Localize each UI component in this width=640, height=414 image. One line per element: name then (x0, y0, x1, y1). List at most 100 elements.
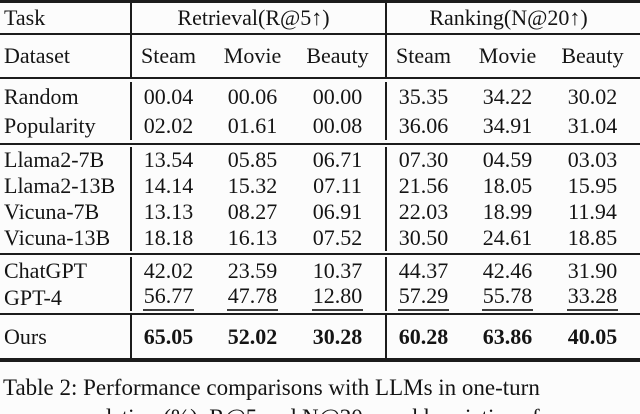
value-cell: 04.59 (482, 147, 533, 172)
value-cell: 44.37 (385, 257, 470, 284)
value-cell: 31.90 (567, 257, 618, 283)
value-cell: 07.30 (385, 147, 470, 173)
value-cell: 13.13 (130, 199, 215, 225)
value-cell: 07.52 (312, 225, 363, 250)
value-cell: 01.61 (227, 112, 278, 138)
value-cell: 55.78 (470, 284, 555, 311)
table-caption: Table 2: Performance comparisons with LL… (3, 373, 637, 414)
table-row-llama2-7b: Llama2-7B 13.54 05.85 06.71 07.30 04.59 … (0, 147, 640, 173)
value-cell: 35.35 (385, 82, 470, 111)
value-cell: 10.37 (312, 257, 363, 283)
value-cell: 18.05 (482, 173, 533, 198)
section-rule (0, 143, 640, 145)
dataset-header-label: Dataset (4, 43, 70, 68)
table-row-vicuna-13b: Vicuna-13B 18.18 16.13 07.52 30.50 24.61… (0, 225, 640, 251)
value-cell: 13.54 (130, 147, 215, 173)
baseline-group: Random 00.04 00.06 00.00 35.35 34.22 30.… (0, 79, 640, 143)
row-label: Llama2-13B (4, 173, 116, 198)
value-cell: 12.80 (300, 284, 385, 311)
value-cell: 34.91 (482, 112, 533, 138)
value-cell: 15.95 (567, 173, 618, 198)
section-rule (0, 253, 640, 255)
row-label: Vicuna-7B (4, 199, 100, 224)
row-label: Popularity (4, 112, 96, 138)
value-cell: 30.02 (567, 83, 618, 109)
value-cell: 18.85 (567, 225, 618, 250)
column-header-steam-ranking: Steam (385, 35, 470, 77)
underlined-value: 55.78 (481, 284, 534, 311)
section-rule (0, 77, 640, 79)
value-cell: 22.03 (385, 199, 470, 225)
column-header-steam-retrieval: Steam (130, 35, 215, 77)
value-cell: 40.05 (567, 323, 618, 349)
value-cell: 11.94 (568, 199, 617, 224)
value-cell: 52.02 (227, 323, 278, 349)
column-header-beauty-retrieval: Beauty (306, 43, 369, 68)
value-cell: 18.18 (130, 225, 215, 251)
value-cell: 56.77 (130, 284, 215, 311)
open-llm-group: Llama2-7B 13.54 05.85 06.71 07.30 04.59 … (0, 145, 640, 253)
value-cell: 24.61 (482, 225, 533, 250)
underlined-value: 47.78 (226, 284, 279, 311)
value-cell: 42.46 (482, 257, 533, 283)
value-cell: 31.04 (567, 112, 618, 138)
table-top-rule (0, 0, 640, 3)
value-cell: 03.03 (567, 147, 618, 172)
table-bottom-rule (0, 358, 640, 362)
value-cell: 34.22 (482, 83, 533, 109)
column-header-movie-retrieval: Movie (223, 43, 282, 68)
value-cell: 06.91 (312, 199, 363, 224)
header-divider-rule (0, 33, 640, 35)
value-cell: 57.29 (385, 284, 470, 311)
value-cell: 00.06 (227, 83, 278, 109)
row-label: Random (4, 83, 79, 109)
value-cell: 16.13 (227, 225, 278, 250)
column-header-movie-ranking: Movie (478, 43, 537, 68)
table-row-chatgpt: ChatGPT 42.02 23.59 10.37 44.37 42.46 31… (0, 257, 640, 284)
value-cell: 63.86 (482, 323, 533, 349)
value-cell: 00.00 (312, 83, 363, 109)
value-cell: 21.56 (385, 173, 470, 199)
table-row-vicuna-7b: Vicuna-7B 13.13 08.27 06.91 22.03 18.99 … (0, 199, 640, 225)
value-cell: 18.99 (482, 199, 533, 224)
underlined-value: 33.28 (566, 284, 619, 311)
value-cell: 36.06 (385, 111, 470, 140)
value-cell: 65.05 (130, 315, 215, 358)
table-row-popularity: Popularity 02.02 01.61 00.08 36.06 34.91… (0, 111, 640, 140)
gpt-group: ChatGPT 42.02 23.59 10.37 44.37 42.46 31… (0, 255, 640, 313)
row-label: GPT-4 (4, 284, 62, 310)
value-cell: 14.14 (130, 173, 215, 199)
row-label: Vicuna-13B (4, 225, 111, 250)
table-row-gpt4: GPT-4 56.77 47.78 12.80 57.29 55.78 33.2… (0, 284, 640, 311)
dataset-header-row: Dataset Steam Movie Beauty Steam Movie B… (0, 35, 640, 77)
value-cell: 42.02 (130, 257, 215, 284)
value-cell: 05.85 (227, 147, 278, 172)
caption-line-2: recommendation (%). R@5 and N@20 are abb… (3, 403, 637, 414)
table-row-ours: Ours 65.05 52.02 30.28 60.28 63.86 40.05 (0, 315, 640, 358)
value-cell: 06.71 (312, 147, 363, 172)
retrieval-metric-header: Retrieval(R@5↑) (130, 3, 385, 33)
table-row-random: Random 00.04 00.06 00.00 35.35 34.22 30.… (0, 82, 640, 111)
value-cell: 07.11 (313, 173, 362, 198)
underlined-value: 12.80 (311, 284, 364, 311)
value-cell: 00.08 (312, 112, 363, 138)
row-label: Ours (4, 323, 47, 349)
value-cell: 15.32 (227, 173, 278, 198)
value-cell: 30.28 (312, 323, 363, 349)
table-row-llama2-13b: Llama2-13B 14.14 15.32 07.11 21.56 18.05… (0, 173, 640, 199)
value-cell: 23.59 (227, 257, 278, 283)
row-label: ChatGPT (4, 257, 88, 283)
task-header-row: Task Retrieval(R@5↑) Ranking(N@20↑) (0, 3, 640, 33)
task-header-label: Task (4, 5, 46, 30)
value-cell: 02.02 (130, 111, 215, 140)
caption-line-1: Table 2: Performance comparisons with LL… (3, 375, 540, 400)
row-label: Llama2-7B (4, 147, 105, 172)
underlined-value: 57.29 (397, 284, 450, 311)
value-cell: 33.28 (555, 284, 640, 311)
ranking-metric-header: Ranking(N@20↑) (385, 3, 640, 33)
column-header-beauty-ranking: Beauty (561, 43, 624, 68)
value-cell: 47.78 (215, 284, 300, 311)
value-cell: 30.50 (385, 225, 470, 251)
underlined-value: 56.77 (142, 284, 195, 311)
